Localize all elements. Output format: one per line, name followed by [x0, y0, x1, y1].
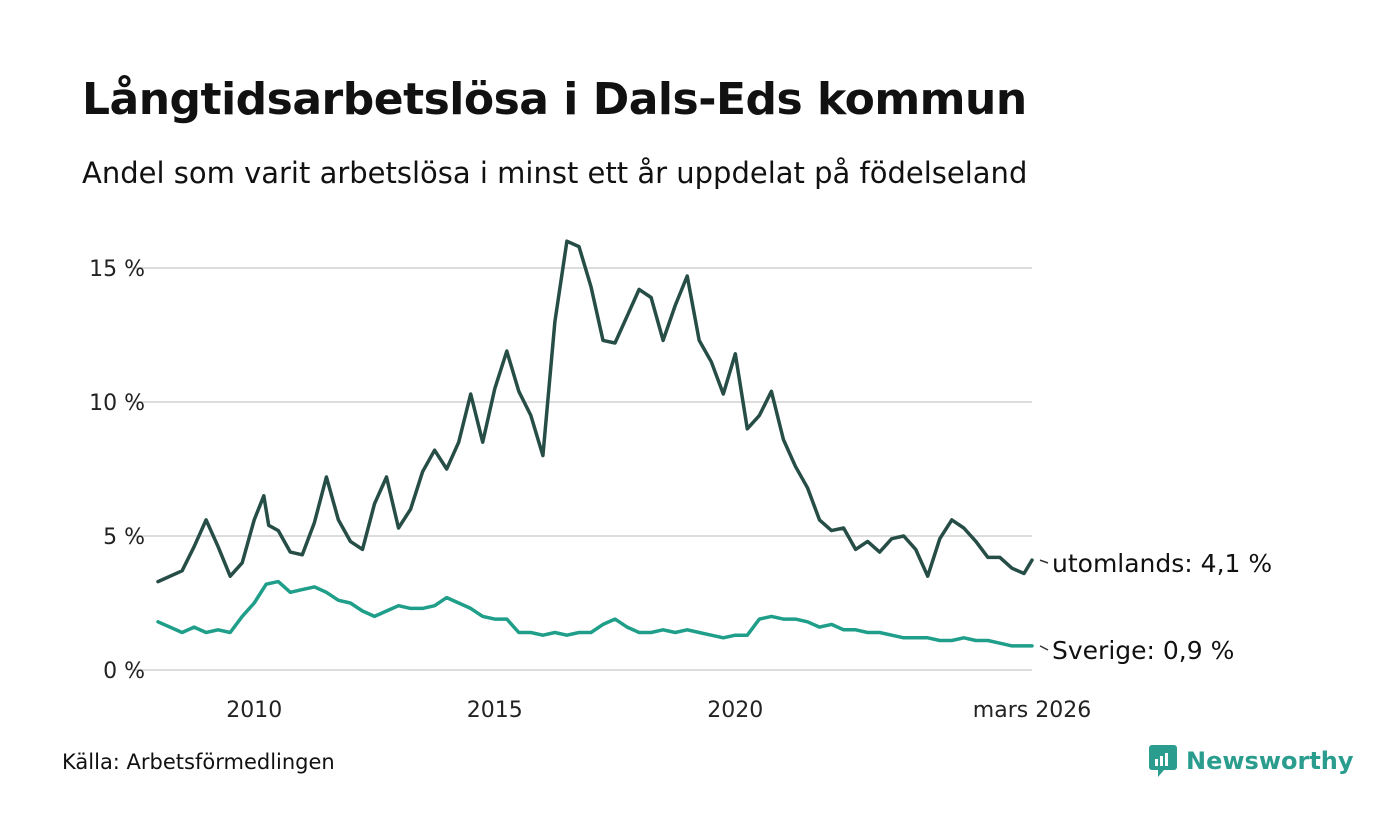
brand-logo: Newsworthy [1148, 744, 1354, 778]
source-note: Källa: Arbetsförmedlingen [62, 750, 335, 774]
y-tick-label: 0 % [103, 659, 145, 684]
series-end-label-sverige: Sverige: 0,9 % [1052, 636, 1234, 665]
chart-title: Långtidsarbetslösa i Dals-Eds kommun [82, 74, 1027, 125]
x-tick-label: mars 2026 [973, 698, 1091, 723]
end-label-connector [1039, 559, 1049, 564]
series-line-sverige [156, 579, 1034, 648]
series-end-label-utomlands: utomlands: 4,1 % [1052, 549, 1272, 578]
y-tick-label: 5 % [103, 525, 145, 550]
x-tick-label: 2020 [707, 698, 763, 723]
brand-name: Newsworthy [1186, 747, 1354, 775]
y-tick-label: 10 % [89, 391, 145, 416]
chart-subtitle: Andel som varit arbetslösa i minst ett å… [82, 156, 1028, 190]
series-line-utomlands [156, 239, 1034, 584]
x-tick-label: 2015 [467, 698, 523, 723]
end-label-connector [1039, 645, 1049, 651]
newsworthy-logo-icon [1149, 745, 1177, 777]
y-tick-label: 15 % [89, 257, 145, 282]
x-tick-label: 2010 [226, 698, 282, 723]
